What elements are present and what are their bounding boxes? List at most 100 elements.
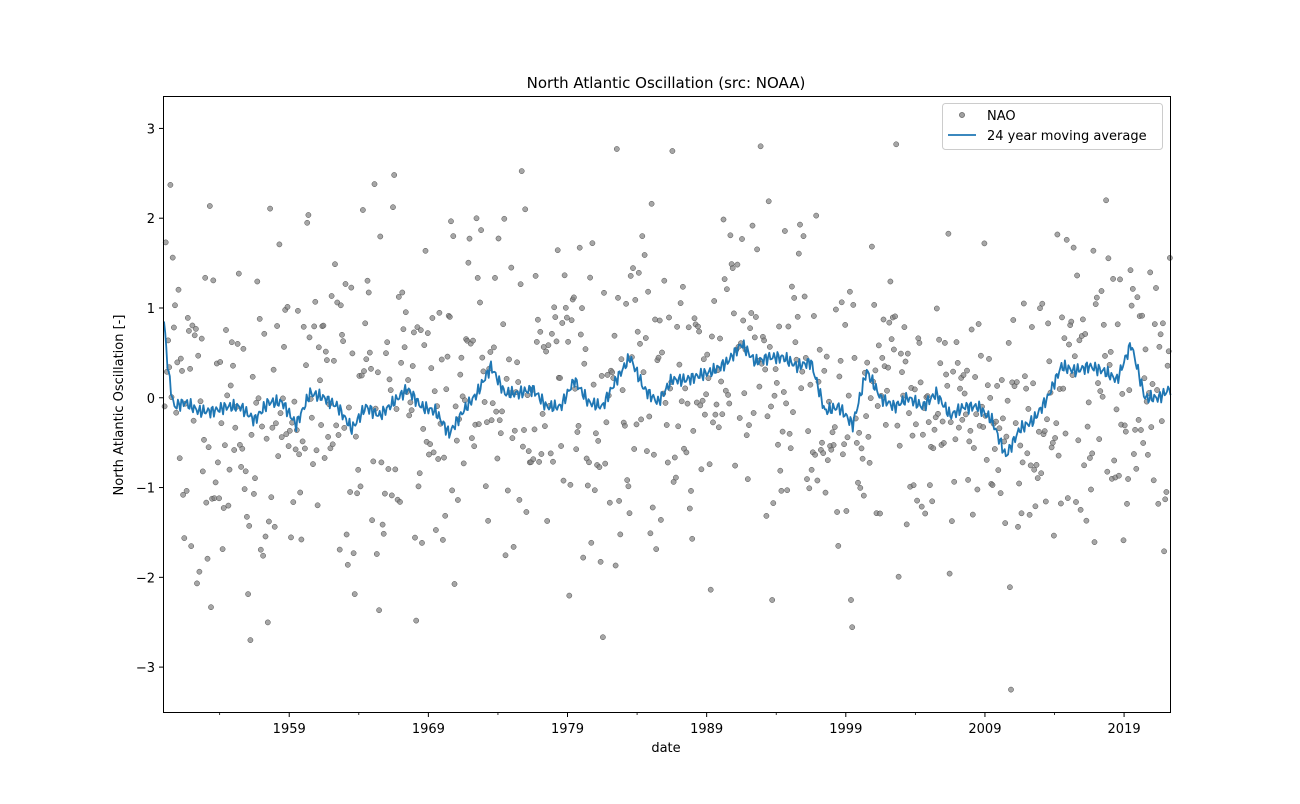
nao-point xyxy=(811,313,817,319)
nao-point xyxy=(718,378,724,385)
nao-point xyxy=(520,443,526,450)
nao-point xyxy=(203,499,210,506)
nao-point xyxy=(996,425,1003,432)
nao-point xyxy=(808,466,815,473)
nao-point xyxy=(1140,440,1147,446)
nao-point xyxy=(269,424,276,431)
nao-point xyxy=(939,418,946,425)
nao-point xyxy=(417,327,424,333)
nao-point xyxy=(224,392,231,399)
nao-point xyxy=(602,460,609,467)
nao-point xyxy=(579,305,585,311)
nao-point xyxy=(1081,462,1087,469)
nao-point xyxy=(428,365,435,371)
nao-point xyxy=(565,338,571,345)
nao-point xyxy=(617,531,624,538)
nao-point xyxy=(253,399,260,406)
nao-point xyxy=(1024,450,1031,457)
nao-point xyxy=(357,483,364,490)
nao-point xyxy=(851,355,858,361)
nao-point xyxy=(241,486,248,492)
nao-point xyxy=(1004,397,1011,404)
nao-point xyxy=(807,381,814,388)
nao-point xyxy=(506,356,512,363)
nao-point xyxy=(950,368,956,375)
nao-point xyxy=(487,349,494,355)
nao-point xyxy=(1110,276,1116,282)
y-tick-label: −2 xyxy=(136,571,155,586)
nao-point xyxy=(899,369,905,375)
nao-point xyxy=(1154,387,1160,393)
nao-point xyxy=(1132,426,1138,433)
nao-point xyxy=(421,342,428,348)
nao-point xyxy=(318,422,324,428)
nao-point xyxy=(903,521,910,528)
nao-point xyxy=(830,442,837,448)
nao-point xyxy=(295,307,301,314)
nao-point xyxy=(169,254,176,261)
nao-point xyxy=(715,424,722,431)
nao-point xyxy=(337,302,344,309)
nao-point xyxy=(685,324,692,331)
nao-point xyxy=(1082,331,1089,337)
nao-point xyxy=(1083,517,1090,524)
nao-point xyxy=(276,241,283,248)
nao-point xyxy=(544,518,551,524)
nao-point xyxy=(517,281,524,288)
nao-point xyxy=(987,395,994,401)
nao-point xyxy=(268,494,275,501)
nao-point xyxy=(616,498,622,504)
nao-point xyxy=(379,521,386,528)
nao-point xyxy=(798,385,805,392)
nao-point xyxy=(845,392,852,399)
nao-point xyxy=(625,483,632,490)
nao-point xyxy=(479,354,486,361)
nao-point xyxy=(206,203,213,209)
nao-point xyxy=(964,367,970,374)
nao-point xyxy=(754,246,760,253)
nao-point xyxy=(661,277,668,284)
nao-point xyxy=(1027,462,1034,469)
nao-point xyxy=(278,434,285,440)
nao-point xyxy=(1029,324,1035,330)
y-tick-label: 2 xyxy=(147,212,155,227)
nao-point xyxy=(195,352,202,359)
nao-point xyxy=(406,412,413,419)
chart-title: North Atlantic Oscillation (src: NOAA) xyxy=(527,74,806,92)
nao-point xyxy=(773,380,780,386)
nao-point xyxy=(315,344,322,351)
nao-point xyxy=(1075,437,1082,444)
nao-point xyxy=(933,305,940,312)
nao-point xyxy=(772,366,779,372)
nao-point xyxy=(365,289,372,296)
nao-point xyxy=(568,317,575,324)
nao-point xyxy=(805,428,811,434)
nao-point xyxy=(1025,406,1032,412)
nao-point xyxy=(1127,267,1134,274)
nao-point xyxy=(618,356,625,363)
nao-point xyxy=(727,232,734,239)
nao-point xyxy=(776,323,782,330)
nao-point xyxy=(329,441,336,448)
nao-point xyxy=(1145,451,1151,458)
nao-point xyxy=(393,406,400,412)
nao-point xyxy=(586,459,592,466)
nao-point xyxy=(600,634,606,641)
nao-point xyxy=(1032,503,1039,510)
nao-point xyxy=(682,385,689,392)
nao-point xyxy=(644,448,650,454)
nao-point xyxy=(564,314,570,321)
nao-point xyxy=(257,546,264,553)
nao-point xyxy=(719,411,726,418)
nao-point xyxy=(1039,300,1046,307)
nao-point xyxy=(680,283,686,290)
nao-point xyxy=(474,275,481,281)
nao-point xyxy=(943,371,949,378)
nao-point xyxy=(699,397,706,404)
nao-point xyxy=(460,460,467,467)
nao-point xyxy=(1052,435,1058,441)
nao-point xyxy=(892,313,898,320)
nao-point xyxy=(349,350,356,357)
nao-point xyxy=(991,446,998,452)
nao-point xyxy=(297,489,304,496)
